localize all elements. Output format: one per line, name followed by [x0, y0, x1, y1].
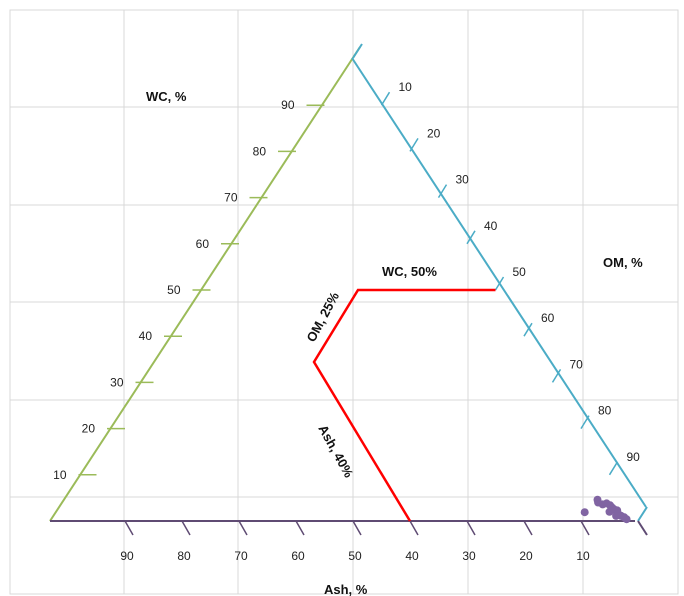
- om-tick-label-20: 20: [427, 126, 441, 140]
- om-tick-label-90: 90: [627, 450, 641, 464]
- om-tick-50: [494, 276, 505, 291]
- threshold-polyline: [312, 288, 496, 522]
- wc-tick-label-40: 40: [139, 329, 153, 343]
- ash-tick-90: [124, 520, 134, 536]
- data-point-2: [593, 495, 602, 504]
- ash-tick-60: [295, 520, 305, 536]
- om-tick-label-40: 40: [484, 219, 498, 233]
- point-layer: [580, 495, 631, 524]
- threshold-label-ash: Ash, 40%: [315, 422, 356, 480]
- om-tick-label-60: 60: [541, 311, 555, 325]
- om-tick-20: [409, 138, 419, 152]
- wc-axis-line: [49, 46, 361, 522]
- om-tick-60: [523, 322, 533, 337]
- ash-tick-80: [181, 520, 191, 536]
- wc-tick-label-50: 50: [167, 283, 181, 297]
- wc-tick-label-70: 70: [224, 191, 238, 205]
- ash-tick-40: [409, 520, 419, 536]
- om-tick-10: [380, 91, 391, 106]
- om-axis-cap: [352, 43, 363, 59]
- wc-tick-label-80: 80: [253, 144, 267, 158]
- threshold-label-om: OM, 25%: [303, 289, 342, 344]
- om-tick-30: [437, 184, 448, 198]
- ash-tick-label-20: 20: [519, 549, 533, 563]
- ash-tick-20: [523, 520, 533, 536]
- data-point-13: [622, 515, 631, 524]
- ash-tick-50: [352, 520, 362, 536]
- wc-tick-label-90: 90: [281, 98, 295, 112]
- threshold-label-wc: WC, 50%: [382, 264, 437, 279]
- threshold-layer: [312, 288, 496, 522]
- ash-tick-label-10: 10: [576, 549, 590, 563]
- ash-tick-label-90: 90: [120, 549, 134, 563]
- om-tick-label-30: 30: [456, 173, 470, 187]
- om-tick-40: [466, 230, 476, 245]
- wc-tick-label-10: 10: [53, 468, 67, 482]
- wc-tick-label-60: 60: [196, 237, 210, 251]
- plot-border: [9, 9, 679, 595]
- label-layer: WC, % OM, % Ash, % WC, 50% OM, 25% Ash, …: [146, 89, 643, 596]
- om-tick-80: [580, 415, 590, 429]
- om-tick-label-50: 50: [513, 265, 527, 279]
- ash-tick-label-30: 30: [462, 549, 476, 563]
- om-axis-cap-end: [637, 506, 648, 522]
- om-tick-label-80: 80: [598, 404, 612, 418]
- wc-tick-label-30: 30: [110, 375, 124, 389]
- om-tick-90: [608, 461, 619, 476]
- grid-layer: [9, 9, 679, 595]
- om-axis-title: OM, %: [603, 255, 643, 270]
- ash-tick-30: [466, 520, 476, 536]
- ash-tick-label-60: 60: [291, 549, 305, 563]
- ash-tick-label-70: 70: [234, 549, 248, 563]
- om-tick-70: [551, 369, 562, 383]
- axis-layer: 10 20 30 40 50 60 70 80 90 10 20 30 40 50 60 70 80 90 10 20…: [49, 43, 648, 563]
- ash-tick-70: [238, 520, 248, 536]
- wc-tick-label-20: 20: [82, 422, 96, 436]
- ash-axis-title: Ash, %: [324, 582, 368, 596]
- ash-tick-label-80: 80: [177, 549, 191, 563]
- ash-tick-10: [580, 520, 590, 536]
- om-axis-line: [351, 57, 647, 508]
- wc-axis-title: WC, %: [146, 89, 187, 104]
- ash-axis-cap-end: [637, 520, 648, 536]
- ash-tick-label-40: 40: [405, 549, 419, 563]
- om-tick-label-10: 10: [399, 80, 413, 94]
- om-tick-label-70: 70: [570, 357, 584, 371]
- data-point-14: [580, 508, 589, 517]
- ash-tick-label-50: 50: [348, 549, 362, 563]
